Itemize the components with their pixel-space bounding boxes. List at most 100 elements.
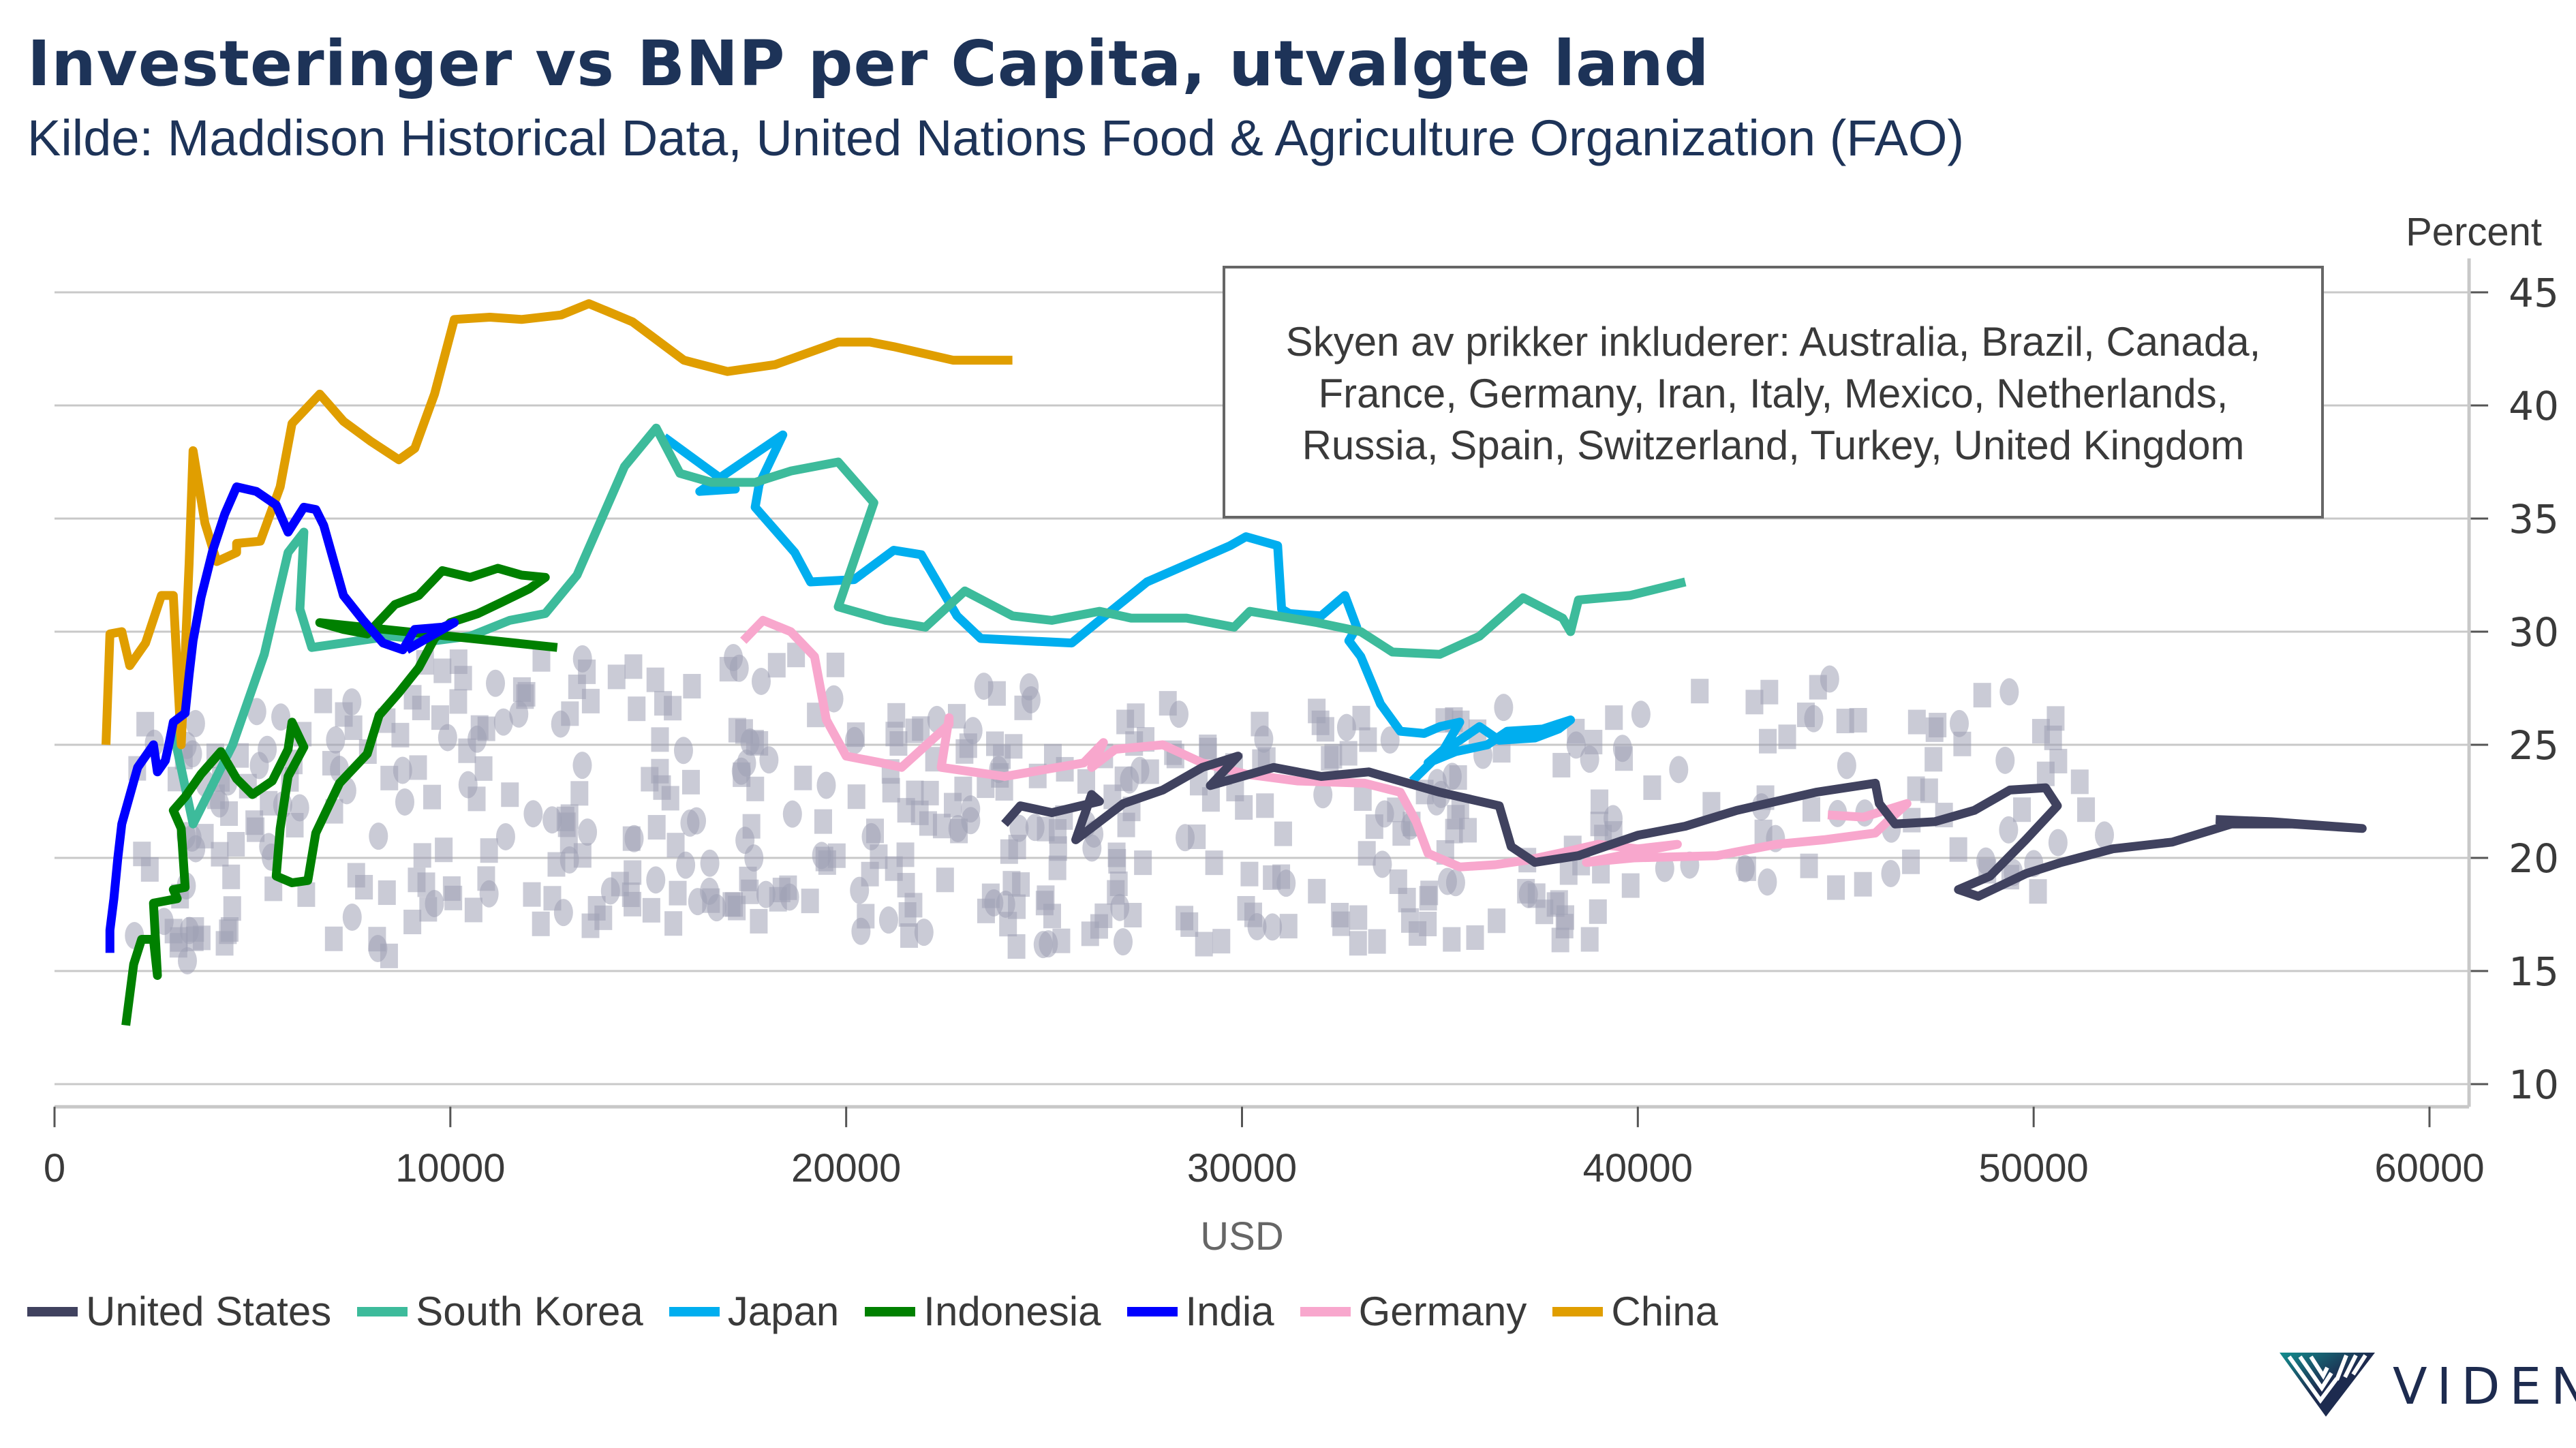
cloud-point <box>885 722 904 747</box>
cloud-point <box>1339 741 1358 766</box>
cloud-point <box>1420 880 1439 906</box>
cloud-point <box>1349 931 1367 956</box>
cloud-point <box>728 718 746 743</box>
cloud-point <box>501 782 519 807</box>
cloud-point <box>2070 769 2089 795</box>
legend-item: India <box>1126 1288 1274 1335</box>
cloud-point <box>393 756 412 784</box>
legend-swatch <box>357 1306 408 1316</box>
cloud-point <box>607 664 626 690</box>
cloud-point <box>578 818 598 846</box>
cloud-point <box>1691 679 1709 704</box>
legend-item: Indonesia <box>865 1288 1101 1335</box>
cloud-point <box>1251 711 1269 737</box>
cloud-point <box>1836 709 1854 734</box>
y-axis-label: Percent <box>2406 210 2542 254</box>
viden-logo-icon <box>2280 1353 2375 1417</box>
cloud-point <box>314 688 333 713</box>
chart-title: Investeringer vs BNP per Capita, utvalgt… <box>27 27 1710 100</box>
cloud-point <box>177 947 197 975</box>
cloud-point <box>1738 856 1756 881</box>
cloud-point <box>523 882 541 907</box>
series-line-china <box>102 299 1013 750</box>
cloud-point <box>1008 894 1026 919</box>
cloud-point <box>759 746 779 774</box>
cloud-point <box>1353 786 1372 811</box>
legend-item: Germany <box>1300 1288 1527 1335</box>
cloud-point <box>905 718 923 743</box>
cloud-point <box>1802 797 1820 822</box>
series-line-japan <box>661 430 1576 784</box>
cloud-point <box>509 700 529 728</box>
cloud-point <box>816 771 836 799</box>
cloud-point <box>170 927 188 952</box>
cloud-point <box>826 652 844 677</box>
cloud-point <box>782 800 802 828</box>
cloud-point <box>486 669 506 697</box>
cloud-point <box>1336 713 1356 741</box>
cloud-point <box>1920 778 1938 803</box>
cloud-point <box>572 752 592 780</box>
cloud-point <box>1107 842 1126 867</box>
legend-item: Japan <box>669 1288 839 1335</box>
cloud-point <box>1033 931 1053 959</box>
cloud-point <box>449 689 467 714</box>
cloud-point <box>1019 673 1039 701</box>
cloud-point <box>622 882 640 908</box>
cloud-point <box>136 711 155 737</box>
cloud-point <box>1188 824 1206 849</box>
cloud-point <box>412 695 430 720</box>
cloud-point <box>963 717 983 745</box>
cloud-point <box>1373 850 1392 878</box>
cloud-point <box>322 751 340 776</box>
cloud-point <box>642 897 660 923</box>
cloud-point <box>419 897 438 922</box>
cloud-point <box>523 800 543 828</box>
cloud-point <box>744 844 764 872</box>
y-tick-label: 35 <box>2509 496 2559 542</box>
cloud-point <box>258 735 277 763</box>
cloud-point <box>1758 868 1777 896</box>
cloud-point <box>409 755 427 780</box>
cloud-point <box>646 866 666 894</box>
cloud-point <box>622 826 641 851</box>
cloud-point <box>1631 700 1651 728</box>
cloud-point <box>1643 775 1661 800</box>
cloud-point <box>1077 769 1096 794</box>
cloud-point <box>1279 914 1298 939</box>
cloud-point <box>326 726 346 754</box>
cloud-point <box>1800 853 1818 878</box>
cloud-point <box>688 888 707 916</box>
cloud-point <box>1488 908 1506 934</box>
cloud-point <box>683 674 701 699</box>
cloud-point <box>1035 891 1054 916</box>
cloud-point <box>1007 934 1026 959</box>
cloud-point <box>750 908 768 934</box>
cloud-point <box>847 784 865 810</box>
cloud-point <box>417 872 435 897</box>
cloud-point <box>1324 743 1343 769</box>
cloud-point <box>1359 727 1377 752</box>
cloud-point <box>897 873 915 898</box>
cloud-point <box>1368 929 1386 954</box>
cloud-point <box>1999 678 2019 706</box>
cloud-point <box>474 756 493 781</box>
cloud-point <box>140 857 159 882</box>
x-axis-label: USD <box>1200 1214 1283 1259</box>
cloud-point <box>435 837 453 863</box>
cloud-point <box>220 917 239 942</box>
cloud-point <box>1313 781 1333 809</box>
cloud-point <box>961 795 981 823</box>
cloud-point <box>676 851 696 879</box>
cloud-point <box>977 898 995 923</box>
cloud-point <box>1605 705 1623 730</box>
legend-label: South Korea <box>416 1289 643 1334</box>
cloud-point <box>222 864 241 889</box>
cloud-point <box>570 781 589 806</box>
cloud-point <box>681 769 700 795</box>
cloud-point <box>1272 864 1291 889</box>
cloud-point <box>1445 818 1463 844</box>
cloud-point <box>1655 854 1674 882</box>
cloud-point <box>987 681 1006 706</box>
